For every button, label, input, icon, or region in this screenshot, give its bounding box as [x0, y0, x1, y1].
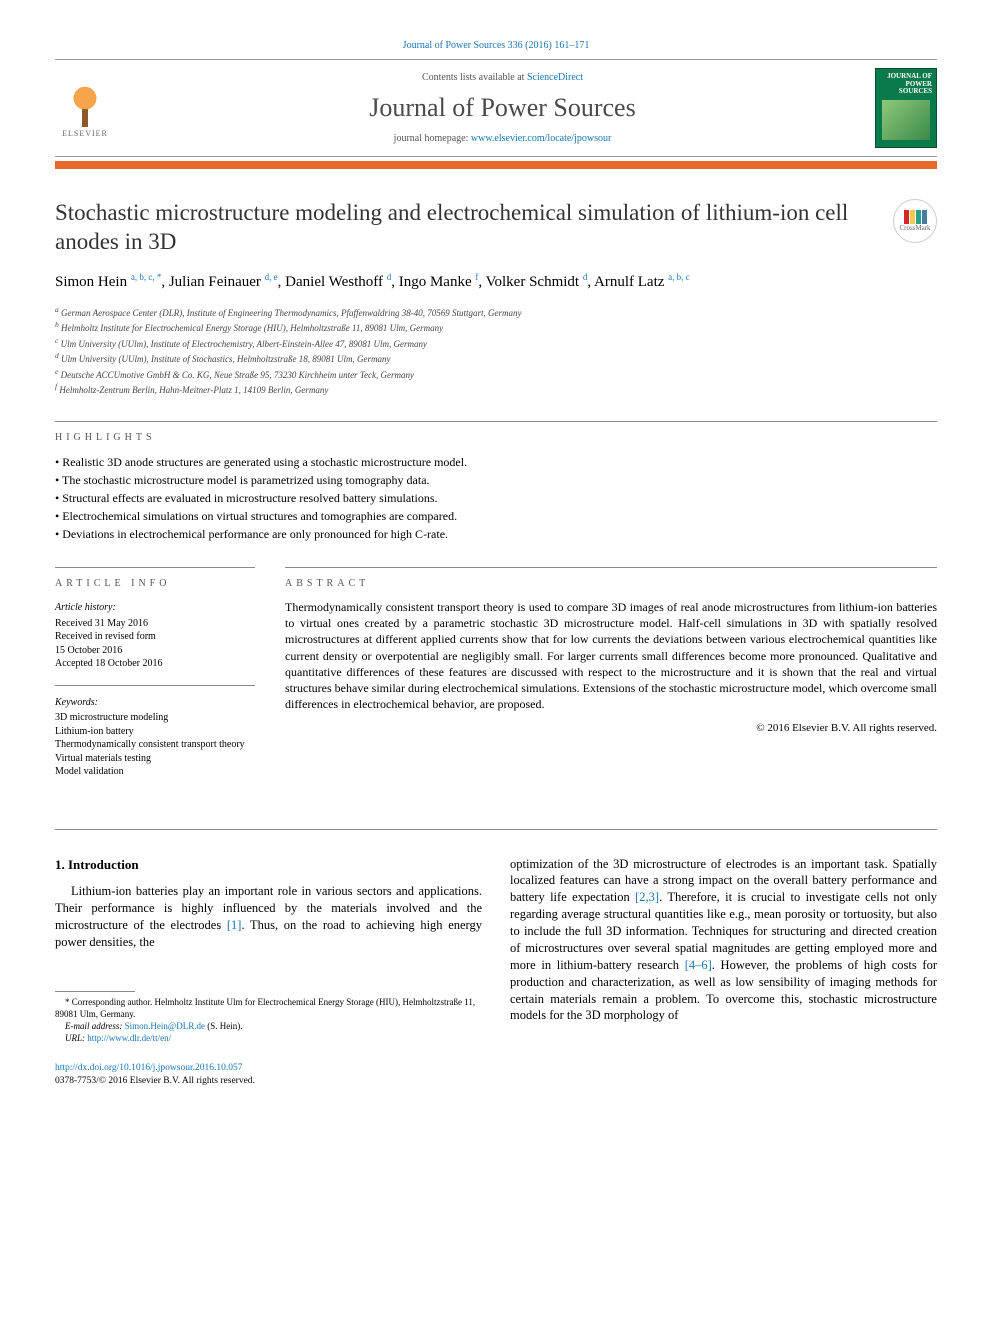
- history-item: 15 October 2016: [55, 644, 255, 658]
- article-info-label: ARTICLE INFO: [55, 578, 255, 589]
- header-citation: Journal of Power Sources 336 (2016) 161–…: [55, 40, 937, 51]
- body-column-left: 1. Introduction Lithium-ion batteries pl…: [55, 856, 482, 1045]
- journal-header-box: ELSEVIER Contents lists available at Sci…: [55, 59, 937, 157]
- keyword-item: 3D microstructure modeling: [55, 711, 255, 725]
- author: Arnulf Latz a, b, c: [594, 274, 690, 290]
- author: Daniel Westhoff d: [285, 274, 391, 290]
- cover-image-icon: [882, 100, 930, 140]
- crossmark-badge[interactable]: CrossMark: [893, 199, 937, 243]
- cover-title: POWER SOURCES: [880, 81, 932, 96]
- highlight-item: The stochastic microstructure model is p…: [55, 471, 937, 489]
- keyword-item: Thermodynamically consistent transport t…: [55, 738, 255, 752]
- body-paragraph: Lithium-ion batteries play an important …: [55, 883, 482, 951]
- author: Simon Hein a, b, c, *: [55, 274, 161, 290]
- abstract-block: ABSTRACT Thermodynamically consistent tr…: [285, 567, 937, 779]
- publisher-name: ELSEVIER: [62, 129, 108, 138]
- history-item: Received in revised form: [55, 630, 255, 644]
- affiliation: e Deutsche ACCUmotive GmbH & Co. KG, Neu…: [55, 367, 937, 382]
- contents-prefix: Contents lists available at: [422, 72, 527, 83]
- issn-copyright-line: 0378-7753/© 2016 Elsevier B.V. All right…: [55, 1075, 937, 1087]
- affiliation: a German Aerospace Center (DLR), Institu…: [55, 305, 937, 320]
- affiliation: c Ulm University (UUlm), Institute of El…: [55, 336, 937, 351]
- highlight-item: Realistic 3D anode structures are genera…: [55, 453, 937, 471]
- body-columns: 1. Introduction Lithium-ion batteries pl…: [55, 856, 937, 1045]
- crossmark-label: CrossMark: [899, 224, 930, 232]
- url-label: URL:: [65, 1033, 87, 1043]
- authors-line: Simon Hein a, b, c, *, Julian Feinauer d…: [55, 271, 937, 293]
- abstract-copyright: © 2016 Elsevier B.V. All rights reserved…: [285, 722, 937, 734]
- highlights-list: Realistic 3D anode structures are genera…: [55, 453, 937, 543]
- section-heading: 1. Introduction: [55, 856, 482, 874]
- keywords-block: Keywords: 3D microstructure modeling Lit…: [55, 685, 255, 779]
- keyword-item: Virtual materials testing: [55, 752, 255, 766]
- highlight-item: Structural effects are evaluated in micr…: [55, 489, 937, 507]
- abstract-label: ABSTRACT: [285, 578, 937, 589]
- journal-cover-thumbnail: JOURNAL OF POWER SOURCES: [875, 68, 937, 148]
- body-column-right: optimization of the 3D microstructure of…: [510, 856, 937, 1045]
- email-label: E-mail address:: [65, 1021, 125, 1031]
- ref-link[interactable]: [4–6]: [685, 958, 712, 972]
- corr-author-text: * Corresponding author. Helmholtz Instit…: [55, 996, 482, 1020]
- journal-name: Journal of Power Sources: [130, 93, 875, 123]
- elsevier-logo: ELSEVIER: [55, 73, 115, 143]
- ref-link[interactable]: [2,3]: [635, 890, 659, 904]
- article-info-sidebar: ARTICLE INFO Article history: Received 3…: [55, 567, 255, 779]
- homepage-prefix: journal homepage:: [394, 133, 471, 144]
- ref-link[interactable]: [1]: [227, 918, 242, 932]
- author: Julian Feinauer d, e: [169, 274, 278, 290]
- author: Volker Schmidt d: [486, 274, 588, 290]
- affiliations: a German Aerospace Center (DLR), Institu…: [55, 305, 937, 398]
- body-paragraph: optimization of the 3D microstructure of…: [510, 856, 937, 1025]
- author: Ingo Manke f: [399, 274, 479, 290]
- history-label: Article history:: [55, 601, 255, 615]
- homepage-line: journal homepage: www.elsevier.com/locat…: [130, 133, 875, 144]
- article-history: Article history: Received 31 May 2016 Re…: [55, 601, 255, 671]
- highlight-item: Electrochemical simulations on virtual s…: [55, 507, 937, 525]
- highlight-item: Deviations in electrochemical performanc…: [55, 525, 937, 543]
- history-item: Accepted 18 October 2016: [55, 657, 255, 671]
- history-item: Received 31 May 2016: [55, 617, 255, 631]
- elsevier-tree-icon: [61, 79, 109, 127]
- keyword-item: Model validation: [55, 765, 255, 779]
- contents-available-line: Contents lists available at ScienceDirec…: [130, 72, 875, 83]
- article-title: Stochastic microstructure modeling and e…: [55, 199, 873, 257]
- corresponding-author-footnote: * Corresponding author. Helmholtz Instit…: [55, 996, 482, 1045]
- accent-bar: [55, 161, 937, 169]
- affiliation: f Helmholtz-Zentrum Berlin, Hahn-Meitner…: [55, 382, 937, 397]
- author-url-link[interactable]: http://www.dlr.de/tt/en/: [87, 1033, 171, 1043]
- affiliation: b Helmholtz Institute for Electrochemica…: [55, 320, 937, 335]
- abstract-text: Thermodynamically consistent transport t…: [285, 599, 937, 712]
- keywords-label: Keywords:: [55, 696, 255, 710]
- doi-block: http://dx.doi.org/10.1016/j.jpowsour.201…: [55, 1062, 937, 1087]
- highlights-label: HIGHLIGHTS: [55, 432, 937, 443]
- email-link[interactable]: Simon.Hein@DLR.de: [125, 1021, 205, 1031]
- email-who: (S. Hein).: [205, 1021, 243, 1031]
- affiliation: d Ulm University (UUlm), Institute of St…: [55, 351, 937, 366]
- sciencedirect-link[interactable]: ScienceDirect: [527, 72, 583, 83]
- crossmark-icon: [904, 210, 927, 224]
- keyword-item: Lithium-ion battery: [55, 725, 255, 739]
- doi-link[interactable]: http://dx.doi.org/10.1016/j.jpowsour.201…: [55, 1063, 242, 1073]
- homepage-link[interactable]: www.elsevier.com/locate/jpowsour: [471, 133, 611, 144]
